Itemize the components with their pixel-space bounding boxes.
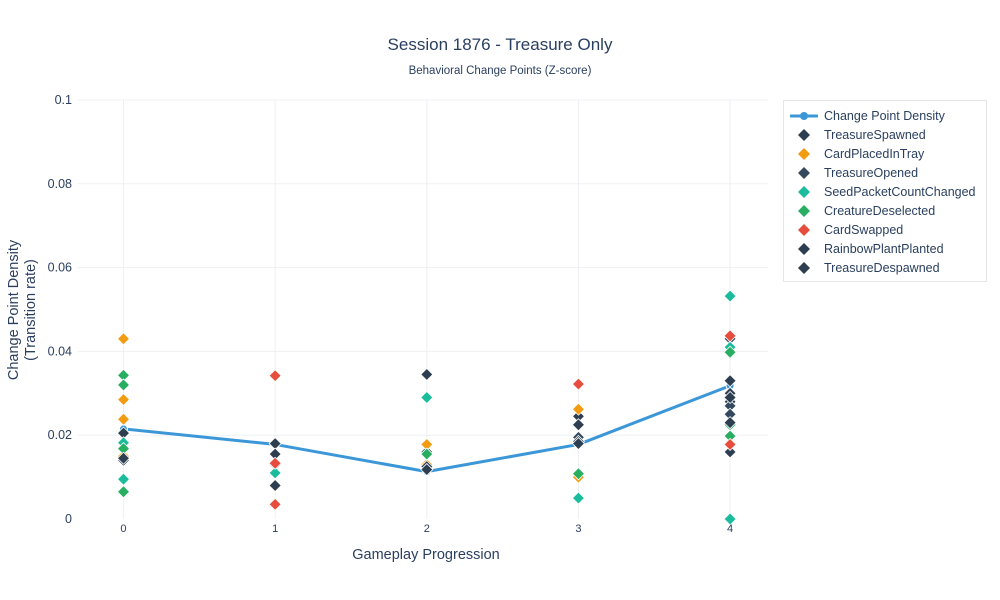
- x-tick-label: 2: [424, 523, 430, 535]
- y-tick-label: 0.04: [48, 344, 72, 358]
- marker-point-4[interactable]: [571, 467, 586, 481]
- marker-point-0[interactable]: [571, 418, 586, 432]
- diamond-icon: [798, 205, 810, 217]
- marker-point-5[interactable]: [723, 329, 737, 343]
- axes: 0 0.02 0.04 0.06 0.08 0.1 0 1 2 3 4: [48, 93, 733, 535]
- marker-point-1[interactable]: [116, 393, 131, 407]
- marker-point-0[interactable]: [723, 445, 737, 459]
- legend-item-line[interactable]: Change Point Density: [784, 107, 986, 126]
- line-marker-icon: [790, 112, 818, 120]
- marker-point-1[interactable]: [571, 402, 586, 416]
- marker-point-5[interactable]: [268, 456, 282, 470]
- diamond-icon: [798, 167, 810, 179]
- marker-point-0[interactable]: [420, 367, 434, 382]
- marker-series: [116, 289, 737, 526]
- marker-point-5[interactable]: [268, 369, 282, 383]
- diamond-icon: [798, 224, 810, 236]
- y-tick-label: 0.08: [48, 177, 72, 191]
- y-tick-label: 0: [65, 512, 72, 526]
- legend-item-6[interactable]: RainbowPlantPlanted: [784, 240, 986, 259]
- y-tick-label: 0.1: [55, 93, 72, 107]
- legend-item-2[interactable]: TreasureOpened: [784, 164, 986, 183]
- marker-point-7[interactable]: [268, 478, 282, 493]
- marker-point-3[interactable]: [268, 466, 282, 480]
- legend-item-0[interactable]: TreasureSpawned: [784, 126, 986, 145]
- marker-point-6[interactable]: [116, 451, 131, 465]
- marker-point-3[interactable]: [116, 472, 131, 486]
- marker-point-3[interactable]: [723, 512, 737, 526]
- marker-point-7[interactable]: [723, 416, 737, 430]
- diamond-icon: [798, 186, 810, 198]
- marker-point-4[interactable]: [723, 345, 737, 359]
- marker-point-1[interactable]: [116, 412, 131, 426]
- legend-item-5[interactable]: CardSwapped: [784, 221, 986, 240]
- legend-label: RainbowPlantPlanted: [824, 242, 944, 256]
- marker-point-5[interactable]: [723, 437, 737, 451]
- x-axis-label: Gameplay Progression: [352, 547, 500, 563]
- marker-point-5[interactable]: [268, 497, 282, 511]
- diamond-icon: [798, 243, 810, 255]
- legend-label: TreasureOpened: [824, 166, 919, 180]
- marker-point-0[interactable]: [723, 374, 737, 388]
- marker-point-4[interactable]: [420, 447, 434, 461]
- marker-point-3[interactable]: [420, 390, 434, 405]
- chart-subtitle: Behavioral Change Points (Z-score): [409, 65, 592, 77]
- marker-point-5[interactable]: [571, 377, 586, 391]
- chart-title: Session 1876 - Treasure Only: [388, 35, 613, 54]
- marker-point-7[interactable]: [571, 437, 586, 451]
- legend-label: CardPlacedInTray: [824, 147, 925, 161]
- legend-label: TreasureSpawned: [824, 128, 926, 142]
- legend-item-4[interactable]: CreatureDeselected: [784, 202, 986, 221]
- diamond-icon: [798, 262, 810, 274]
- legend-label: Change Point Density: [824, 109, 945, 123]
- marker-point-4[interactable]: [116, 378, 131, 392]
- marker-point-7[interactable]: [420, 462, 434, 477]
- legend-item-7[interactable]: TreasureDespawned: [784, 259, 986, 278]
- y-axis-label-line1: Change Point Density: [6, 239, 22, 380]
- x-tick-label: 3: [575, 523, 581, 535]
- x-tick-label: 0: [120, 523, 126, 535]
- marker-point-3[interactable]: [571, 491, 586, 505]
- legend-label: CardSwapped: [824, 223, 904, 237]
- legend-label: CreatureDeselected: [824, 204, 936, 218]
- diamond-icon: [798, 148, 810, 160]
- legend-item-3[interactable]: SeedPacketCountChanged: [784, 183, 986, 202]
- y-tick-label: 0.06: [48, 261, 72, 275]
- legend: Change Point Density TreasureSpawned Car…: [783, 100, 987, 282]
- marker-point-7[interactable]: [723, 390, 737, 405]
- diamond-icon: [798, 129, 810, 141]
- x-tick-label: 1: [272, 523, 278, 535]
- marker-point-3[interactable]: [723, 289, 737, 303]
- legend-item-1[interactable]: CardPlacedInTray: [784, 145, 986, 164]
- y-tick-label: 0.02: [48, 428, 72, 442]
- x-tick-label: 4: [727, 523, 733, 535]
- y-axis-label-line2: (Transition rate): [23, 259, 39, 361]
- marker-point-4[interactable]: [116, 485, 131, 499]
- legend-label: SeedPacketCountChanged: [824, 185, 976, 199]
- legend-label: TreasureDespawned: [824, 261, 940, 275]
- marker-point-1[interactable]: [116, 332, 131, 346]
